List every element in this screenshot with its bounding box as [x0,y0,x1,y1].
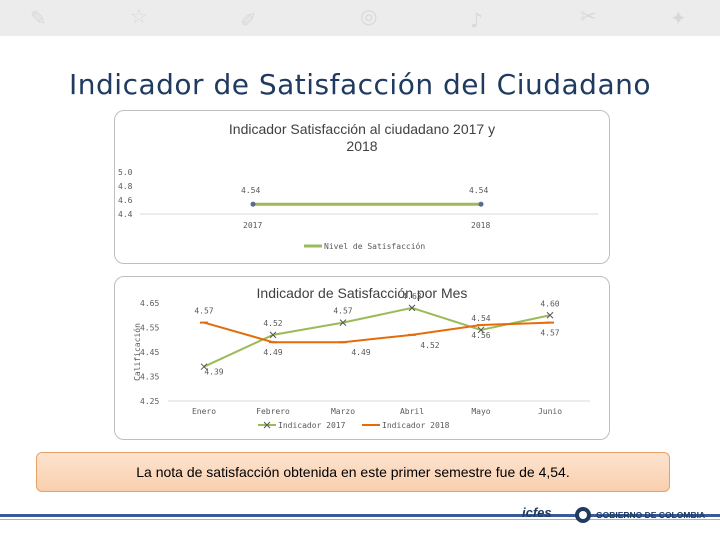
book-doodle-icon: ✐ [240,8,257,32]
data-label: 4.63 [402,292,421,301]
y-axis-title: Calificación [132,323,142,381]
footer-stripe-thin [0,519,720,520]
footer-stripe [0,514,720,517]
data-point [546,311,554,319]
slide-title: Indicador de Satisfacción del Ciudadano [69,68,651,101]
legend-label: Indicador 2018 [382,421,450,430]
star-doodle-icon: ☆ [130,4,148,28]
music-doodle-icon: ♪ [470,8,483,32]
data-point [477,326,485,334]
x-tick-label: 2018 [471,221,490,230]
chart-title-monthly: Indicador de Satisfacción por Mes [256,285,468,301]
data-label: 4.57 [333,307,352,316]
header-band: ✎ ☆ ✐ ◎ ♪ ✂ ✦ [0,0,720,36]
x-tick-label: Abril [400,407,424,416]
y-tick-label: 4.45 [140,348,159,357]
data-label: 4.54 [241,186,260,195]
data-label: 4.49 [351,348,370,357]
x-tick-label: Marzo [331,407,355,416]
data-label: 4.57 [194,307,213,316]
chart-title-yearly: Indicador Satisfacción al ciudadano 2017… [115,121,609,155]
data-label: 4.52 [420,341,439,350]
chart-panel-yearly: Indicador Satisfacción al ciudadano 2017… [114,110,610,264]
data-label: 4.39 [204,368,223,377]
data-point [250,201,256,207]
legend-label: Indicador 2017 [278,421,346,430]
y-tick-label: 4.4 [118,210,133,219]
data-point [200,363,208,371]
y-tick-label: 4.65 [140,299,159,308]
x-tick-label: Mayo [471,407,490,416]
globe-doodle-icon: ◎ [360,4,378,28]
x-tick-label: 2017 [243,221,262,230]
summary-note: La nota de satisfacción obtenida en este… [36,452,670,492]
summary-note-text: La nota de satisfacción obtenida en este… [136,464,570,480]
gov-logo-text: GOBIERNO DE COLOMBIA [596,510,706,520]
gov-logo: GOBIERNO DE COLOMBIA [574,502,714,528]
gov-seal-icon [575,507,591,523]
ruler-doodle-icon: ✂ [580,4,597,28]
data-label: 4.49 [263,348,282,357]
y-tick-label: 4.25 [140,397,159,406]
data-point [478,201,484,207]
data-label: 4.56 [471,331,490,340]
data-label: 4.60 [540,299,559,308]
y-tick-label: 4.55 [140,324,159,333]
data-label: 4.57 [540,329,559,338]
x-tick-label: Junio [538,407,562,416]
series-line-2018 [203,321,551,344]
legend-marker-2017 [263,421,271,429]
chart-title-yearly-line2: 2018 [346,138,378,154]
y-tick-label: 4.8 [118,182,133,191]
chart-title-yearly-line1: Indicador Satisfacción al ciudadano 2017… [228,121,496,137]
y-tick-label: 5.0 [118,168,133,177]
series-line-2017 [203,306,551,368]
chart-panel-monthly: Indicador de Satisfacción por Mes [114,276,610,440]
data-label: 4.54 [471,314,490,323]
data-point [339,319,347,326]
pencil-doodle-icon: ✎ [30,6,47,30]
y-tick-label: 4.35 [140,373,159,382]
x-tick-label: Febrero [256,407,290,416]
icfes-logo: icfes [522,502,562,528]
bulb-doodle-icon: ✦ [670,6,687,30]
icfes-logo-text: icfes [522,505,552,520]
data-label: 4.52 [263,319,282,328]
data-point [269,331,277,339]
x-tick-label: Enero [192,407,216,416]
legend-label: Nivel de Satisfacción [324,241,425,251]
y-tick-label: 4.6 [118,196,133,205]
data-label: 4.54 [469,186,488,195]
data-point [408,304,416,312]
